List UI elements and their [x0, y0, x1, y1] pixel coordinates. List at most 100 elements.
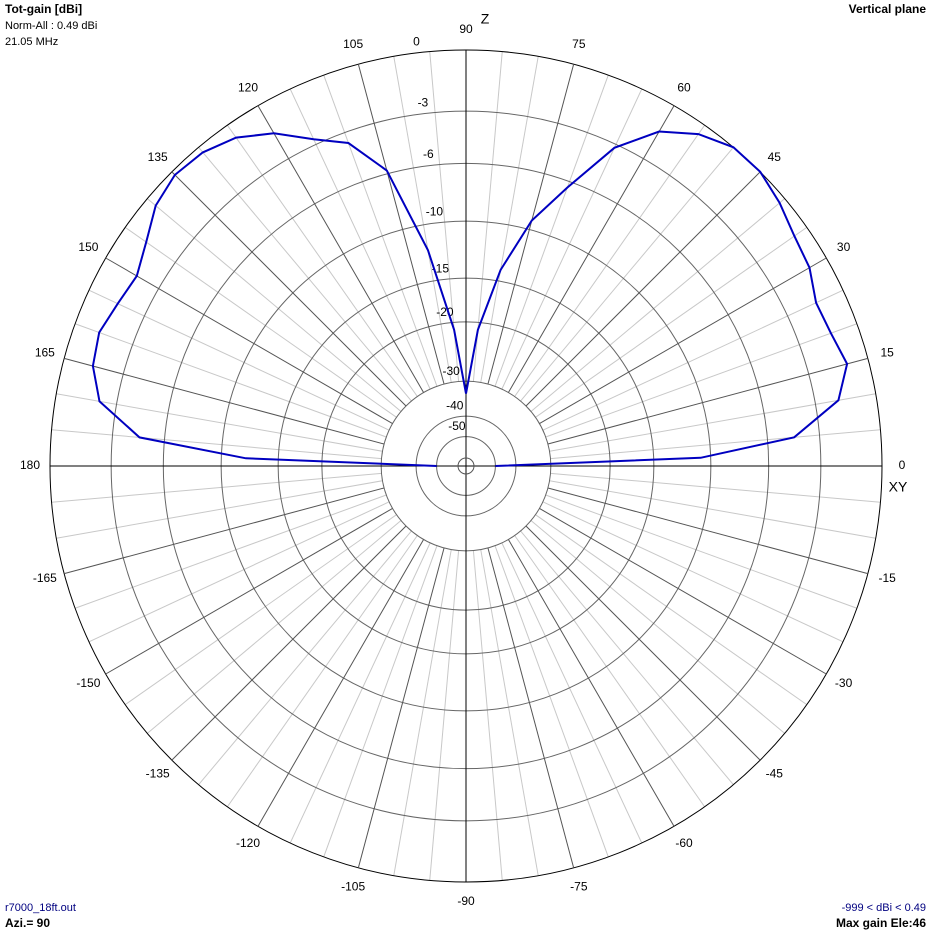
- spoke: [487, 64, 575, 385]
- minor-spoke: [545, 494, 858, 609]
- minor-spoke: [550, 429, 881, 460]
- angle-tick-label: 120: [238, 81, 258, 95]
- r-tick-label: -20: [436, 305, 454, 319]
- angle-tick-label: 135: [148, 150, 168, 164]
- minor-spoke: [393, 549, 452, 876]
- minor-spoke: [514, 535, 706, 808]
- minor-spoke: [501, 542, 643, 844]
- minor-spoke: [550, 472, 881, 503]
- spoke: [487, 547, 575, 868]
- r-tick-label: -3: [418, 95, 429, 109]
- spoke: [539, 257, 827, 425]
- angle-tick-label: -105: [341, 879, 365, 893]
- minor-spoke: [51, 429, 382, 460]
- angle-tick-label: -120: [236, 836, 260, 850]
- title: Tot-gain [dBi]: [5, 2, 82, 16]
- minor-spoke: [549, 480, 876, 539]
- file-name: r7000_18ft.out: [5, 902, 76, 914]
- angle-tick-label: 45: [768, 150, 782, 164]
- minor-spoke: [124, 514, 397, 706]
- r-tick-label: -50: [448, 419, 466, 433]
- angle-tick-label: -15: [878, 571, 896, 585]
- angle-tick-label: -135: [146, 766, 170, 780]
- angle-tick-label: -75: [570, 879, 588, 893]
- minor-spoke: [429, 550, 460, 881]
- angle-tick-label: 150: [78, 240, 98, 254]
- spoke: [171, 525, 407, 761]
- angle-tick-label: 180: [20, 458, 40, 472]
- minor-spoke: [480, 549, 539, 876]
- minor-spoke: [88, 501, 390, 643]
- norm: Norm-All : 0.49 dBi: [5, 20, 97, 32]
- minor-spoke: [323, 545, 438, 858]
- minor-spoke: [393, 56, 452, 383]
- minor-spoke: [226, 535, 418, 808]
- minor-spoke: [545, 323, 858, 438]
- minor-spoke: [494, 545, 609, 858]
- max-gain: Max gain Ele:46: [836, 916, 926, 930]
- spoke: [64, 487, 385, 575]
- minor-spoke: [501, 88, 643, 390]
- spoke: [357, 64, 445, 385]
- minor-spoke: [549, 393, 876, 452]
- angle-tick-label: 0: [899, 458, 906, 472]
- angle-tick-label: 75: [572, 37, 586, 51]
- angle-tick-label: 105: [343, 37, 363, 51]
- center-circle: [457, 457, 475, 475]
- spoke: [105, 507, 393, 675]
- angle-tick-label: -60: [675, 836, 693, 850]
- azimuth: Azi.= 90: [5, 916, 50, 930]
- angle-tick-label: 165: [35, 345, 55, 359]
- angle-tick-label: 30: [837, 240, 851, 254]
- minor-spoke: [514, 124, 706, 397]
- spoke: [539, 507, 827, 675]
- angle-tick-label: -165: [33, 571, 57, 585]
- angle-tick-label: -45: [766, 766, 784, 780]
- minor-spoke: [530, 198, 785, 412]
- minor-spoke: [198, 530, 412, 785]
- minor-spoke: [124, 226, 397, 418]
- minor-spoke: [323, 74, 438, 387]
- spoke: [105, 257, 393, 425]
- minor-spoke: [88, 289, 390, 431]
- spoke: [257, 539, 425, 827]
- minor-spoke: [289, 542, 431, 844]
- minor-spoke: [530, 520, 785, 734]
- minor-spoke: [535, 226, 808, 418]
- frequency: 21.05 MHz: [5, 36, 58, 48]
- spoke: [525, 525, 761, 761]
- minor-spoke: [74, 494, 387, 609]
- minor-spoke: [147, 520, 402, 734]
- r-tick-label: -40: [446, 399, 464, 413]
- minor-spoke: [542, 289, 844, 431]
- minor-spoke: [494, 74, 609, 387]
- angle-tick-label: -30: [835, 676, 853, 690]
- minor-spoke: [74, 323, 387, 438]
- minor-spoke: [520, 530, 734, 785]
- r-tick-label: -6: [423, 147, 434, 161]
- angle-tick-label: 90: [459, 22, 473, 36]
- minor-spoke: [226, 124, 418, 397]
- spoke: [507, 105, 675, 393]
- gain-pattern: [91, 130, 849, 467]
- minor-spoke: [472, 550, 503, 881]
- r-tick-label: 0: [413, 34, 420, 48]
- minor-spoke: [542, 501, 844, 643]
- spoke: [525, 171, 761, 407]
- minor-spoke: [56, 480, 383, 539]
- plane: Vertical plane: [849, 2, 927, 16]
- spoke: [171, 171, 407, 407]
- minor-spoke: [56, 393, 383, 452]
- range: -999 < dBi < 0.49: [842, 902, 926, 914]
- angle-tick-label: -150: [76, 676, 100, 690]
- grid: [49, 49, 883, 883]
- spoke: [547, 357, 868, 445]
- minor-spoke: [147, 198, 402, 412]
- spoke: [547, 487, 868, 575]
- angle-tick-label: 15: [880, 345, 894, 359]
- minor-spoke: [51, 472, 382, 503]
- spoke: [357, 547, 445, 868]
- minor-spoke: [520, 147, 734, 402]
- xy-label: XY: [889, 479, 908, 495]
